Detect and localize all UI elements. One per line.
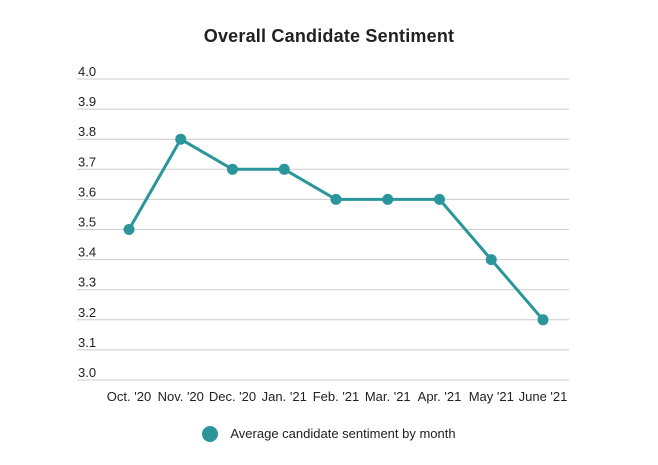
- x-tick-label: Nov. '20: [158, 389, 204, 404]
- x-tick-label: Apr. '21: [418, 389, 462, 404]
- y-tick-label: 3.6: [78, 184, 96, 199]
- y-tick-label: 3.5: [78, 215, 96, 230]
- data-point: [278, 163, 290, 175]
- legend-label: Average candidate sentiment by month: [230, 426, 456, 441]
- data-point: [123, 224, 135, 235]
- legend: Average candidate sentiment by month: [0, 424, 658, 444]
- legend-marker-icon: [202, 426, 219, 442]
- x-tick-label: Jan. '21: [262, 389, 307, 404]
- y-tick-label: 4.0: [78, 64, 96, 79]
- y-tick-label: 3.3: [78, 275, 96, 290]
- y-tick-label: 3.0: [78, 365, 96, 380]
- y-tick-label: 3.2: [78, 305, 96, 320]
- chart-title: Overall Candidate Sentiment: [203, 26, 455, 46]
- data-point: [175, 133, 187, 145]
- line-chart-canvas: 4.0 3.9 3.8 3.7 3.6 3.5 3.4 3.3 3.2 3.1 3.0 Oct. '2…: [77, 64, 569, 404]
- x-tick-label: Mar. '21: [365, 389, 411, 404]
- x-tick-label: Dec. '20: [209, 389, 256, 404]
- data-point: [485, 254, 497, 266]
- x-tick-label: May '21: [469, 389, 514, 404]
- y-tick-label: 3.4: [78, 245, 96, 260]
- y-tick-label: 3.9: [78, 94, 96, 109]
- y-tick-label: 3.7: [78, 154, 96, 169]
- x-tick-label: Feb. '21: [313, 389, 360, 404]
- x-tick-label: June '21: [519, 389, 568, 404]
- data-point: [382, 193, 394, 205]
- data-point: [537, 314, 549, 326]
- data-point: [434, 193, 445, 205]
- y-tick-label: 3.8: [78, 124, 96, 139]
- y-tick-label: 3.1: [78, 335, 96, 350]
- x-tick-label: Oct. '20: [107, 389, 151, 404]
- data-point: [227, 163, 238, 175]
- data-point: [330, 193, 342, 205]
